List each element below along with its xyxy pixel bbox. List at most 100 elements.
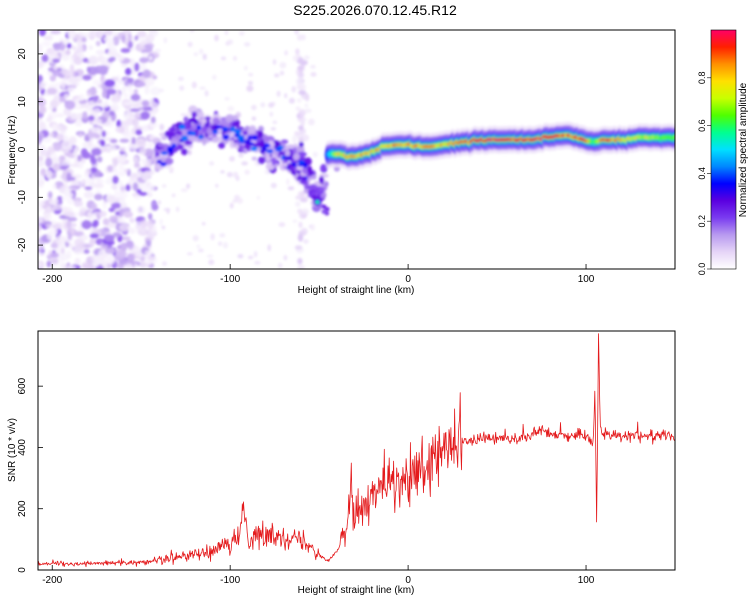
spectrogram-cell (123, 93, 129, 99)
spectrogram-cell (46, 87, 58, 95)
spectrogram-cell (150, 102, 159, 111)
spectrogram-cell (56, 133, 64, 141)
spectrogram-cell (133, 88, 139, 95)
spectrogram-cell (89, 238, 95, 248)
colorbar-tick-label: 0.0 (697, 263, 707, 276)
spectrogram-cell (52, 183, 57, 190)
spectrogram-cell (102, 218, 110, 226)
spectrogram-cell (224, 97, 230, 101)
spectrogram-cell (66, 265, 77, 269)
spectrogram-cell (77, 160, 84, 169)
spectrogram-cell (190, 30, 195, 33)
spectrogram-cell (66, 219, 72, 229)
spectrogram-cell (206, 254, 214, 258)
spectrogram-cell (180, 188, 188, 193)
spectrogram-cell (244, 139, 251, 145)
spectrogram-cell (145, 34, 155, 43)
spectrogram-cell (186, 183, 191, 189)
spectrogram-cell (92, 144, 98, 149)
spectrogram-cell (89, 30, 98, 38)
spectrogram-cell (183, 116, 189, 123)
spectrogram-cell (129, 227, 136, 235)
spectrogram-cell (150, 116, 156, 124)
spectrogram-cell (285, 144, 296, 149)
spectrogram-cell (70, 112, 77, 120)
colorbar-tick-label: 0.8 (697, 72, 707, 85)
snr-y-tick-label: 600 (17, 377, 28, 394)
spectrogram-cell (45, 223, 52, 229)
spectrogram-cell (91, 203, 98, 211)
snr-series-line (38, 333, 675, 568)
spectrogram-cell (287, 186, 295, 191)
spectrogram-cell (131, 136, 136, 145)
spectrogram-cell (258, 125, 264, 133)
spectrogram-cell (98, 249, 107, 258)
spectrogram-cell (64, 93, 70, 100)
spectrogram-cell (274, 73, 280, 78)
spectrogram-cell (206, 127, 213, 137)
spectrogram-cell (149, 121, 158, 128)
spectrogram-cell (112, 36, 120, 46)
spectrogram-cell (133, 195, 142, 200)
spectrogram-cell (104, 247, 116, 254)
spectrogram-cell (243, 42, 251, 47)
spectrogram-cell (136, 46, 147, 51)
spectrogram-cell (271, 157, 277, 166)
spectrogram-cell (256, 195, 260, 200)
spectrogram-cell (310, 72, 317, 77)
spectrogram-cell (143, 265, 149, 269)
spectrogram-cell (38, 204, 43, 212)
spectrogram-cell (298, 90, 307, 96)
spectrogram-cell (318, 186, 325, 191)
spectrogram-cell (298, 221, 303, 228)
spectrogram-cell (292, 55, 299, 62)
spectrogram-cell (142, 69, 151, 78)
spectrogram-cell (305, 94, 310, 102)
spectrogram-cell (284, 155, 291, 160)
spectrogram-cell (45, 169, 53, 179)
spectrogram-cell (248, 125, 257, 135)
spectrogram-cell (134, 112, 142, 118)
spectrogram-cell (38, 98, 47, 107)
snr-background (38, 331, 675, 570)
spectrogram-cell (112, 232, 122, 238)
spectrogram-cell (107, 50, 115, 56)
spectrogram-cell (297, 163, 305, 167)
spectrogram-cell (56, 113, 65, 118)
spectrogram-cell (223, 242, 228, 249)
spectrogram-cell (69, 136, 77, 145)
spectrogram-cell (74, 257, 81, 266)
spectrogram-cell (303, 180, 308, 185)
spectrogram-cell (257, 156, 265, 165)
spectrogram-cell (169, 166, 174, 171)
spectrogram-cell (227, 39, 234, 45)
spectrogram-cell (148, 30, 157, 33)
spectrogram-cell (38, 200, 45, 207)
spectrogram-cell (191, 111, 197, 118)
spectrogram-cell (115, 154, 126, 164)
spectrogram-cell (92, 107, 101, 113)
spectrogram-cell (102, 87, 107, 94)
spectrogram-cell (251, 135, 258, 141)
snr-x-tick-label: 100 (578, 575, 595, 586)
spectrogram-cell (112, 175, 119, 184)
spectrogram-cell (212, 129, 219, 134)
spectrogram-cell (129, 217, 135, 223)
spectrogram-cell (48, 106, 55, 110)
spectrogram-cell (269, 111, 273, 117)
spectrogram-cell (301, 176, 306, 181)
spectrogram-cell (154, 48, 162, 53)
spectrogram-cell (101, 130, 107, 138)
spectrogram-cell (179, 85, 185, 91)
spectrogram-cell (147, 143, 154, 148)
spectrogram-cell (134, 62, 140, 72)
spectrogram-cell (211, 136, 220, 143)
spectrogram-cell (178, 124, 186, 130)
snr-y-tick-label: 0 (17, 567, 28, 573)
spectrogram-cell (100, 148, 108, 152)
spectrogram-cell (307, 193, 312, 198)
spectrogram-cell (126, 77, 134, 83)
spectrogram-y-tick-label: 20 (17, 48, 28, 60)
spectrogram-cell (71, 180, 77, 185)
